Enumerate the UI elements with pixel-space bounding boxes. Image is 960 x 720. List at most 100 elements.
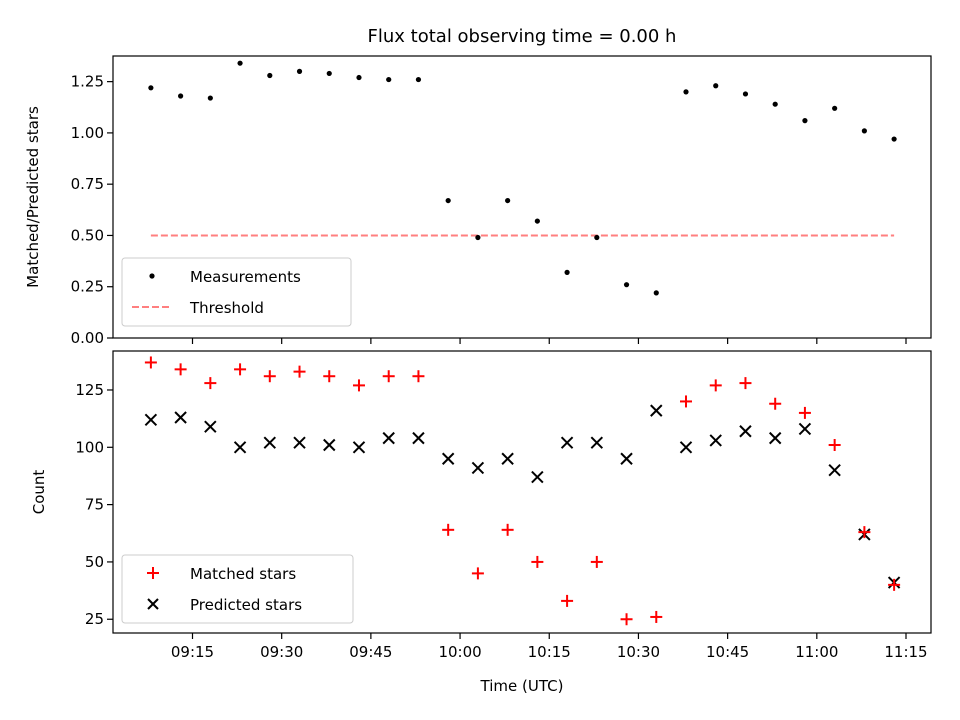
matched-stars-point xyxy=(234,363,247,376)
measurement-point xyxy=(326,70,332,77)
matched-stars-point xyxy=(561,594,574,607)
x-tick-label: 11:00 xyxy=(795,643,838,661)
bottom-plot: 25 50 75 100 125 09:15 09:30 09:45 10:00 10:15 10… xyxy=(30,350,932,695)
matched-stars-point xyxy=(263,370,276,383)
matched-stars-point xyxy=(531,555,544,568)
top-y-tick-label: 0.00 xyxy=(71,329,104,347)
matched-stars-point xyxy=(471,567,484,580)
matched-stars-point xyxy=(174,363,187,376)
top-axes-frame xyxy=(112,55,932,339)
x-tick-label: 09:45 xyxy=(349,643,392,661)
measurement-point xyxy=(683,89,689,95)
bottom-y-tick-label: 125 xyxy=(75,381,104,399)
x-tick-label: 10:45 xyxy=(706,643,749,661)
measurement-point xyxy=(356,74,362,81)
top-y-ticks: 0.00 0.25 0.50 0.75 1.00 1.25 xyxy=(71,73,113,347)
predicted-stars-point xyxy=(412,431,425,445)
predicted-stars-point xyxy=(768,431,782,445)
matched-stars-point xyxy=(412,370,425,383)
predicted-stars-point xyxy=(352,441,366,454)
matched-stars-point xyxy=(323,370,336,383)
predicted-stars-point xyxy=(679,441,693,454)
matched-stars-point xyxy=(293,365,306,378)
measurement-point xyxy=(653,290,659,296)
legend-predicted-label: Predicted stars xyxy=(190,596,302,614)
measurement-point xyxy=(594,234,600,241)
matched-stars-point xyxy=(382,370,395,383)
matched-stars-point xyxy=(828,439,841,451)
measurement-point xyxy=(832,105,838,111)
x-tick-label: 09:15 xyxy=(171,643,214,661)
x-tick-label: 10:30 xyxy=(617,643,660,661)
x-tick-label: 10:00 xyxy=(438,643,481,661)
matched-stars-point xyxy=(590,555,603,568)
measurement-point xyxy=(178,93,184,99)
matched-stars-point xyxy=(620,613,633,626)
matched-stars-point xyxy=(501,523,514,536)
matched-stars-point xyxy=(798,406,811,419)
measurement-point xyxy=(386,76,392,83)
matched-stars-point xyxy=(144,356,157,369)
measurement-point xyxy=(445,197,451,204)
measurement-point xyxy=(742,91,749,97)
matched-stars-point xyxy=(442,523,455,536)
measurement-point xyxy=(505,197,511,204)
bottom-y-tick-label: 25 xyxy=(85,610,104,628)
measurement-point xyxy=(861,128,867,134)
top-y-axis-label: Matched/Predicted stars xyxy=(24,106,42,288)
measurement-point xyxy=(475,234,481,241)
legend-matched-label: Matched stars xyxy=(190,565,296,583)
matched-stars-point xyxy=(709,379,722,392)
predicted-stars-point xyxy=(828,464,841,477)
top-plot-marks xyxy=(148,60,897,296)
measurement-point xyxy=(148,85,154,91)
matched-stars-point xyxy=(352,379,365,392)
measurement-point xyxy=(891,136,897,142)
top-y-tick-label: 1.25 xyxy=(71,73,104,91)
x-tick-label: 09:30 xyxy=(260,643,303,661)
predicted-stars-point xyxy=(263,436,277,449)
predicted-stars-point xyxy=(650,404,663,417)
predicted-stars-point xyxy=(204,420,217,433)
legend-measurements-label: Measurements xyxy=(190,268,301,286)
top-legend: Measurements Threshold xyxy=(121,257,352,327)
matched-stars-point xyxy=(858,526,871,539)
x-axis-label: Time (UTC) xyxy=(480,677,564,695)
predicted-stars-point xyxy=(323,438,336,452)
measurement-point xyxy=(534,218,540,224)
matched-stars-point xyxy=(650,610,663,623)
x-tick-label: 10:15 xyxy=(528,643,571,661)
predicted-stars-point xyxy=(174,411,187,424)
matched-stars-point xyxy=(204,377,217,390)
measurement-point xyxy=(267,72,273,79)
predicted-stars-point xyxy=(293,436,306,449)
top-legend-box xyxy=(121,257,352,327)
measurement-point xyxy=(415,76,422,83)
measurement-point xyxy=(237,60,243,66)
legend-matched-marker xyxy=(147,567,159,579)
matched-stars-point xyxy=(739,377,752,390)
predicted-stars-point xyxy=(620,452,633,465)
predicted-stars-point xyxy=(144,413,158,426)
top-x-ticks xyxy=(191,338,907,344)
predicted-stars-point xyxy=(590,436,604,449)
bottom-plot-marks xyxy=(144,356,901,626)
predicted-stars-point xyxy=(501,452,514,465)
x-tick-label: 11:15 xyxy=(884,643,927,661)
predicted-stars-point xyxy=(531,470,544,484)
predicted-stars-point xyxy=(441,452,455,465)
predicted-stars-point xyxy=(739,425,752,438)
predicted-stars-point xyxy=(709,434,722,447)
measurement-point xyxy=(802,118,808,124)
top-y-tick-label: 0.25 xyxy=(71,278,104,296)
bottom-x-ticks: 09:15 09:30 09:45 10:00 10:15 10:30 10:45 11:00… xyxy=(171,633,928,661)
predicted-stars-point xyxy=(560,436,574,449)
measurement-point xyxy=(296,68,303,74)
chart-title: Flux total observing time = 0.00 h xyxy=(368,26,677,47)
top-y-tick-label: 1.00 xyxy=(71,124,104,142)
legend-predicted-marker xyxy=(147,598,159,610)
legend-measurements-marker xyxy=(149,273,155,279)
measurement-point xyxy=(207,95,213,101)
bottom-y-axis-label: Count xyxy=(30,470,48,515)
predicted-stars-point xyxy=(798,422,812,436)
